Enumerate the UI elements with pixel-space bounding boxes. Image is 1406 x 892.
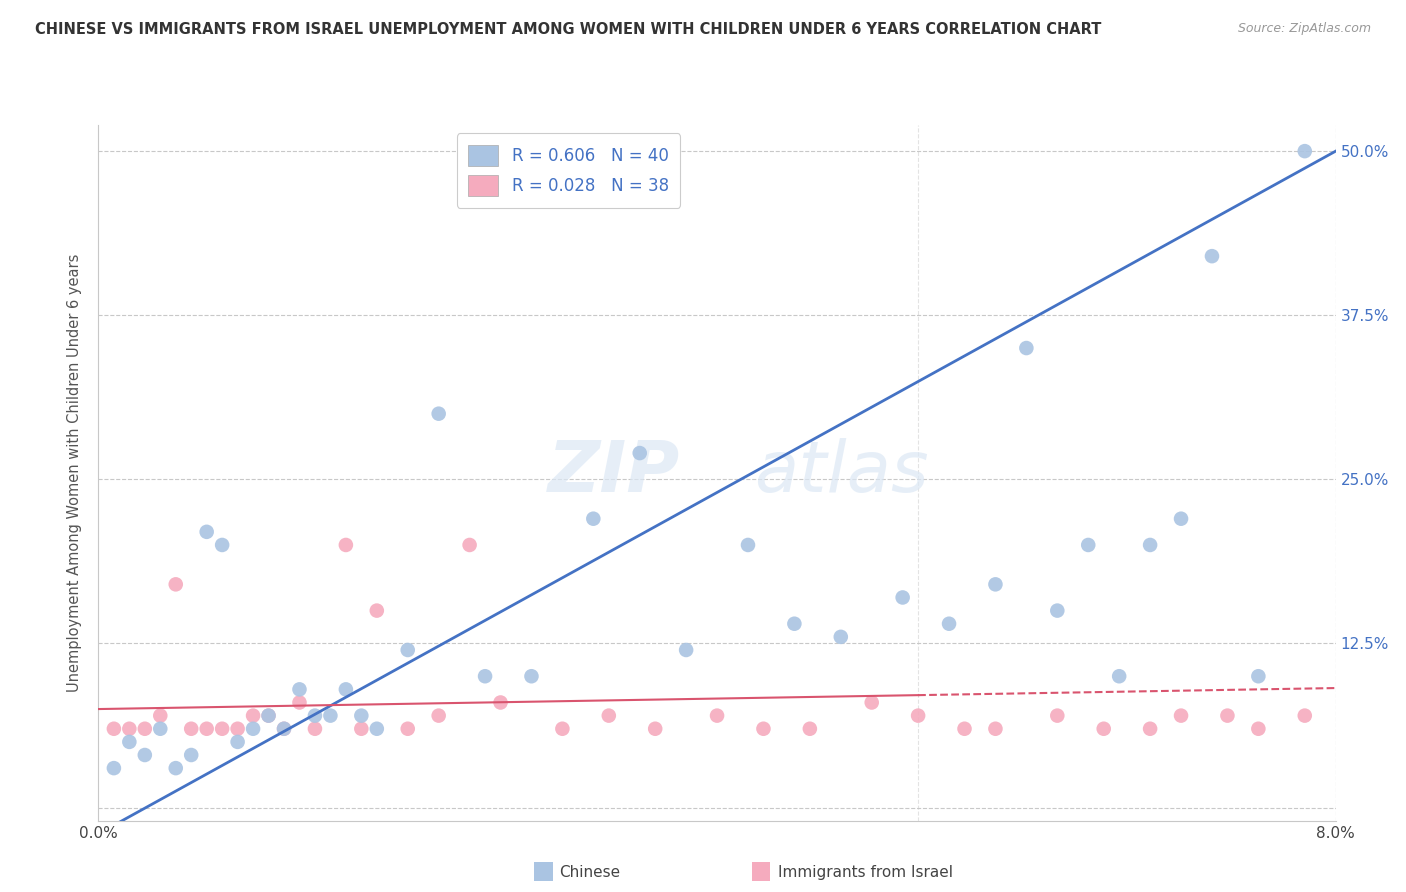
Point	[304, 722, 326, 736]
Point	[319, 708, 342, 723]
Point	[1139, 538, 1161, 552]
Point	[520, 669, 543, 683]
Point	[830, 630, 852, 644]
Point	[860, 696, 883, 710]
Point	[335, 538, 357, 552]
Point	[675, 643, 697, 657]
Point	[799, 722, 821, 736]
Point	[195, 524, 218, 539]
Point	[195, 722, 218, 736]
Point	[103, 722, 125, 736]
Point	[396, 722, 419, 736]
Point	[1015, 341, 1038, 355]
Point	[582, 512, 605, 526]
Point	[1294, 144, 1316, 158]
Point	[180, 722, 202, 736]
Text: Immigrants from Israel: Immigrants from Israel	[778, 865, 952, 880]
Point	[288, 696, 311, 710]
Point	[134, 722, 156, 736]
Text: CHINESE VS IMMIGRANTS FROM ISRAEL UNEMPLOYMENT AMONG WOMEN WITH CHILDREN UNDER 6: CHINESE VS IMMIGRANTS FROM ISRAEL UNEMPL…	[35, 22, 1101, 37]
Point	[226, 722, 249, 736]
Text: Chinese: Chinese	[560, 865, 620, 880]
Point	[1247, 669, 1270, 683]
Point	[180, 747, 202, 762]
Point	[350, 722, 373, 736]
Point	[907, 708, 929, 723]
Point	[1216, 708, 1239, 723]
Text: ZIP: ZIP	[548, 438, 681, 508]
Point	[628, 446, 651, 460]
Point	[1046, 708, 1069, 723]
Point	[706, 708, 728, 723]
Point	[1108, 669, 1130, 683]
Point	[458, 538, 481, 552]
Point	[1201, 249, 1223, 263]
Point	[938, 616, 960, 631]
Point	[242, 708, 264, 723]
Point	[752, 722, 775, 736]
Point	[366, 604, 388, 618]
Point	[1139, 722, 1161, 736]
Point	[149, 722, 172, 736]
Point	[165, 577, 187, 591]
Point	[551, 722, 574, 736]
Point	[953, 722, 976, 736]
Point	[644, 722, 666, 736]
Point	[350, 708, 373, 723]
Point	[1247, 722, 1270, 736]
Point	[257, 708, 280, 723]
Point	[1077, 538, 1099, 552]
Point	[242, 722, 264, 736]
Point	[737, 538, 759, 552]
Point	[984, 577, 1007, 591]
Point	[427, 407, 450, 421]
Point	[165, 761, 187, 775]
Point	[103, 761, 125, 775]
Point	[474, 669, 496, 683]
Point	[427, 708, 450, 723]
Point	[366, 722, 388, 736]
Point	[134, 747, 156, 762]
Legend: R = 0.606   N = 40, R = 0.028   N = 38: R = 0.606 N = 40, R = 0.028 N = 38	[457, 133, 681, 208]
Point	[304, 708, 326, 723]
Point	[783, 616, 806, 631]
Point	[118, 735, 141, 749]
Point	[273, 722, 295, 736]
Point	[489, 696, 512, 710]
Point	[1092, 722, 1115, 736]
Point	[598, 708, 620, 723]
Point	[891, 591, 914, 605]
Point	[1294, 708, 1316, 723]
Text: atlas: atlas	[754, 438, 929, 508]
Text: Source: ZipAtlas.com: Source: ZipAtlas.com	[1237, 22, 1371, 36]
Point	[211, 722, 233, 736]
Point	[149, 708, 172, 723]
Point	[257, 708, 280, 723]
Point	[335, 682, 357, 697]
Point	[288, 682, 311, 697]
Point	[211, 538, 233, 552]
Point	[273, 722, 295, 736]
Point	[226, 735, 249, 749]
Y-axis label: Unemployment Among Women with Children Under 6 years: Unemployment Among Women with Children U…	[67, 253, 83, 692]
Point	[1046, 604, 1069, 618]
Point	[1170, 512, 1192, 526]
Point	[396, 643, 419, 657]
Point	[984, 722, 1007, 736]
Point	[118, 722, 141, 736]
Point	[1170, 708, 1192, 723]
